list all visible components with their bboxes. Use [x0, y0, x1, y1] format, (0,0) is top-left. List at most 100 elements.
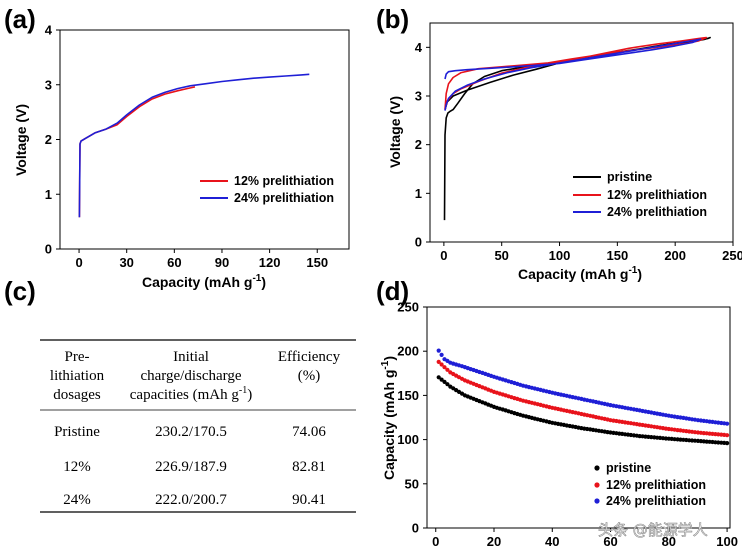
- x-tick-label: 80: [662, 534, 676, 549]
- table-cell: 222.0/200.7: [155, 492, 227, 508]
- table-cell: 230.2/170.5: [155, 424, 227, 440]
- table-header-col2: charge/discharge: [140, 368, 241, 384]
- data-point: [672, 437, 677, 442]
- y-tick-label: 3: [415, 89, 422, 104]
- chart-b-frame: [429, 22, 734, 243]
- chart-a-xlabel: Capacity (mAh g-1): [142, 273, 266, 290]
- y-tick-label: 0: [45, 242, 52, 257]
- legend-d-24-label: 24% prelithiation: [606, 494, 706, 508]
- y-tick-label: 200: [397, 344, 419, 359]
- series-line-24-prelithiation: [78, 73, 310, 218]
- x-tick-label: 30: [119, 255, 133, 270]
- data-point: [436, 375, 441, 380]
- legend-d-24-marker: [594, 498, 600, 504]
- data-point: [439, 377, 444, 382]
- panel-label-a: (a): [4, 4, 36, 34]
- legend-d-pristine-label: pristine: [606, 461, 651, 475]
- chart-d: 0 20 40 60 80 100 0 50 100 150 200 250 Capacity (mA…: [380, 300, 738, 550]
- table-cell: Pristine: [54, 424, 100, 440]
- x-tick-label: 150: [606, 248, 628, 263]
- legend-d-pristine-marker: [594, 465, 600, 471]
- panel-label-c: (c): [4, 276, 36, 306]
- chart-a-frame: [59, 29, 350, 250]
- data-point: [716, 440, 721, 445]
- data-point: [439, 362, 444, 367]
- watermark-text: 头条 @能源学人: [598, 521, 708, 539]
- data-point: [436, 348, 441, 353]
- y-tick-label: 3: [45, 77, 52, 92]
- x-tick-label: 90: [215, 255, 229, 270]
- y-tick-label: 150: [397, 388, 419, 403]
- legend-b-12-label: 12% prelithiation: [607, 188, 707, 202]
- x-tick-label: 0: [75, 255, 82, 270]
- y-tick-label: 0: [412, 521, 419, 536]
- chart-d-series: [436, 348, 730, 446]
- chart-b-ticks: 0 50 100 150 200 250 0 1 2 3 4: [415, 40, 742, 263]
- table-header-col1: dosages: [53, 387, 101, 403]
- data-point: [725, 433, 730, 438]
- y-tick-label: 250: [397, 300, 419, 315]
- chart-b-ylabel: Voltage (V): [387, 96, 403, 168]
- series-line-24-prelithiation: [444, 38, 702, 111]
- x-tick-label: 0: [440, 248, 447, 263]
- table-cell: 12%: [63, 459, 91, 475]
- data-point: [439, 352, 444, 357]
- chart-a-ylabel: Voltage (V): [13, 104, 29, 176]
- y-tick-label: 4: [415, 40, 423, 55]
- chart-b-legend: pristine 12% prelithiation 24% prelithia…: [573, 170, 707, 219]
- chart-b-series: [443, 36, 711, 221]
- x-tick-label: 150: [306, 255, 328, 270]
- legend-a-24-label: 24% prelithiation: [234, 191, 334, 205]
- series-line-12-prelithiation: [444, 36, 708, 110]
- chart-a-series: [78, 73, 310, 218]
- y-tick-label: 100: [397, 432, 419, 447]
- legend-d-12-marker: [594, 482, 600, 488]
- table-header-col2: Initial: [173, 349, 209, 365]
- y-tick-label: 2: [415, 137, 422, 152]
- chart-a-ticks: 0 30 60 90 120 150 0 1 2 3 4: [45, 23, 328, 271]
- x-tick-label: 20: [487, 534, 501, 549]
- x-tick-label: 200: [664, 248, 686, 263]
- legend-b-pristine-label: pristine: [607, 170, 652, 184]
- chart-b-xlabel: Capacity (mAh g-1): [518, 265, 642, 282]
- table-header-col3: (%): [298, 368, 321, 384]
- y-tick-label: 1: [415, 186, 422, 201]
- table-cell: 74.06: [292, 424, 326, 440]
- table-row: 24% 222.0/200.7 90.41: [63, 492, 326, 508]
- y-tick-label: 50: [405, 476, 419, 491]
- data-point: [725, 441, 730, 446]
- panel-label-d: (d): [376, 276, 409, 306]
- legend-a-12-label: 12% prelithiation: [234, 174, 334, 188]
- table-cell: 226.9/187.9: [155, 459, 227, 475]
- y-tick-label: 1: [45, 187, 52, 202]
- chart-d-ylabel: Capacity (mAh g-1): [380, 356, 397, 480]
- x-tick-label: 0: [432, 534, 439, 549]
- chart-d-ticks: 0 20 40 60 80 100 0 50 100 150 200 250: [397, 300, 738, 550]
- y-tick-label: 0: [415, 235, 422, 250]
- y-tick-label: 2: [45, 132, 52, 147]
- x-tick-label: 60: [603, 534, 617, 549]
- panel-label-b: (b): [376, 4, 409, 34]
- table-cell: 82.81: [292, 459, 326, 475]
- data-point: [716, 432, 721, 437]
- data-table: Pre- lithiation dosages Initial charge/d…: [40, 339, 356, 513]
- table-header-col1: Pre-: [65, 349, 90, 365]
- x-tick-label: 40: [545, 534, 559, 549]
- chart-a-legend: 12% prelithiation 24% prelithiation: [200, 174, 334, 205]
- x-tick-label: 60: [167, 255, 181, 270]
- table-row: 12% 226.9/187.9 82.81: [63, 459, 326, 475]
- data-point: [436, 359, 441, 364]
- data-point: [442, 379, 447, 384]
- chart-a: 0 30 60 90 120 150 0 1 2 3 4 Capacity (mAh g-1) Vo…: [13, 23, 350, 290]
- table-header-col3: Efficiency: [278, 349, 341, 365]
- x-tick-label: 100: [549, 248, 571, 263]
- table-header: Pre- lithiation dosages Initial charge/d…: [50, 349, 341, 403]
- chart-d-frame: [426, 306, 731, 529]
- table-header-col2: capacities (mAh g-1): [130, 385, 252, 403]
- x-tick-label: 250: [722, 248, 742, 263]
- data-point: [445, 382, 450, 387]
- data-point: [725, 421, 730, 426]
- chart-d-legend: pristine 12% prelithiation 24% prelithia…: [594, 461, 706, 508]
